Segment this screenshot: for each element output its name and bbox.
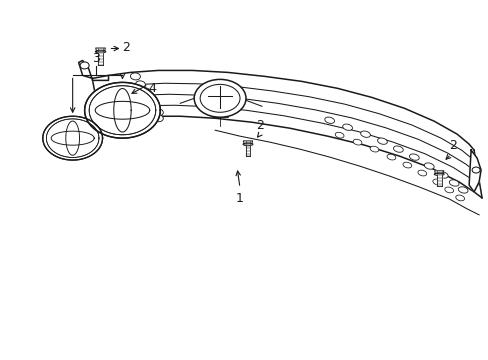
Text: 4: 4 [148,82,156,95]
Ellipse shape [145,96,155,103]
Polygon shape [468,150,480,192]
Polygon shape [245,145,250,157]
Polygon shape [66,121,80,155]
Polygon shape [98,53,103,65]
Text: 1: 1 [236,192,244,205]
Ellipse shape [417,170,426,176]
Ellipse shape [150,103,160,110]
Ellipse shape [130,73,140,80]
Ellipse shape [377,138,386,144]
Ellipse shape [455,195,464,201]
Ellipse shape [135,81,145,88]
Ellipse shape [324,117,334,123]
Ellipse shape [140,88,150,95]
Ellipse shape [424,163,433,169]
Ellipse shape [437,172,447,178]
Ellipse shape [408,154,418,160]
Ellipse shape [433,173,443,176]
Polygon shape [243,141,252,144]
Ellipse shape [369,146,378,152]
Text: 2: 2 [122,41,130,54]
Ellipse shape [432,179,441,185]
Ellipse shape [200,84,240,112]
Text: 3: 3 [91,53,100,66]
Polygon shape [114,89,131,132]
Ellipse shape [342,124,352,130]
Ellipse shape [448,180,458,186]
Polygon shape [51,131,94,145]
Ellipse shape [393,146,403,152]
Ellipse shape [471,167,479,173]
Ellipse shape [360,131,369,137]
Ellipse shape [444,187,453,193]
Polygon shape [42,116,102,160]
Ellipse shape [243,143,252,146]
Ellipse shape [402,162,411,168]
Ellipse shape [194,80,245,117]
Polygon shape [436,175,441,186]
Text: 2: 2 [256,119,264,132]
Ellipse shape [95,50,105,53]
Ellipse shape [386,154,395,160]
Polygon shape [434,171,443,174]
Ellipse shape [153,109,163,116]
Ellipse shape [335,132,344,138]
Ellipse shape [153,115,163,122]
Polygon shape [79,60,108,80]
Text: 2: 2 [448,139,456,152]
Polygon shape [84,82,160,138]
Polygon shape [96,48,105,51]
Ellipse shape [352,139,361,145]
Ellipse shape [457,187,467,193]
Polygon shape [95,102,149,119]
Ellipse shape [80,62,89,69]
Polygon shape [92,71,481,198]
